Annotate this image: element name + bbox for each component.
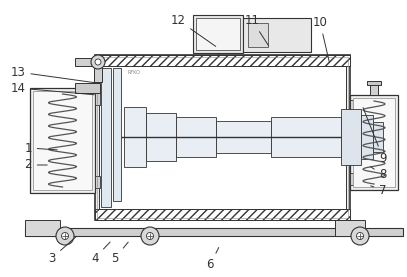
Bar [373,122,383,152]
Circle shape [351,227,369,245]
Bar [176,117,216,157]
Text: 1: 1 [24,142,57,155]
Bar [124,107,146,167]
Bar [75,58,95,66]
Bar [248,23,268,47]
Text: 12: 12 [171,14,216,47]
Bar [97,57,348,218]
Bar [95,176,100,188]
Bar [370,83,378,95]
Bar [95,55,350,220]
Bar [95,93,100,105]
Text: 8: 8 [370,166,387,181]
Text: 9: 9 [363,107,387,165]
Bar [95,209,350,220]
Bar [33,91,92,190]
Text: 3: 3 [48,237,76,265]
Circle shape [91,55,105,69]
Bar [99,66,346,209]
Text: 5: 5 [111,242,128,265]
Text: RFKO: RFKO [127,70,140,75]
Bar [75,83,100,93]
Circle shape [147,232,153,240]
Bar [367,81,381,85]
Text: 7: 7 [371,183,387,196]
Text: 2: 2 [24,158,47,171]
Text: 4: 4 [91,242,110,265]
Text: 11: 11 [245,14,269,46]
Bar [350,95,398,190]
Bar [25,228,403,236]
Bar [95,55,350,66]
Circle shape [141,227,159,245]
Circle shape [61,232,68,240]
Bar [271,117,341,157]
Text: 6: 6 [206,247,219,271]
Circle shape [95,59,101,65]
Circle shape [357,232,363,240]
Bar [335,220,365,236]
Bar [113,68,121,201]
Bar [94,62,102,82]
Bar [353,98,395,187]
Circle shape [56,227,74,245]
Bar [350,100,354,112]
Bar [196,18,240,50]
Bar [341,109,361,165]
Bar [30,88,95,193]
Text: 13: 13 [11,65,94,83]
Bar [361,115,373,159]
Bar [193,15,243,53]
Bar [350,173,354,185]
Text: 10: 10 [313,16,329,62]
Bar [146,113,176,161]
Bar [243,18,311,52]
Text: 14: 14 [11,81,94,95]
Bar [25,220,60,236]
Bar [216,121,271,153]
Bar [101,68,111,207]
